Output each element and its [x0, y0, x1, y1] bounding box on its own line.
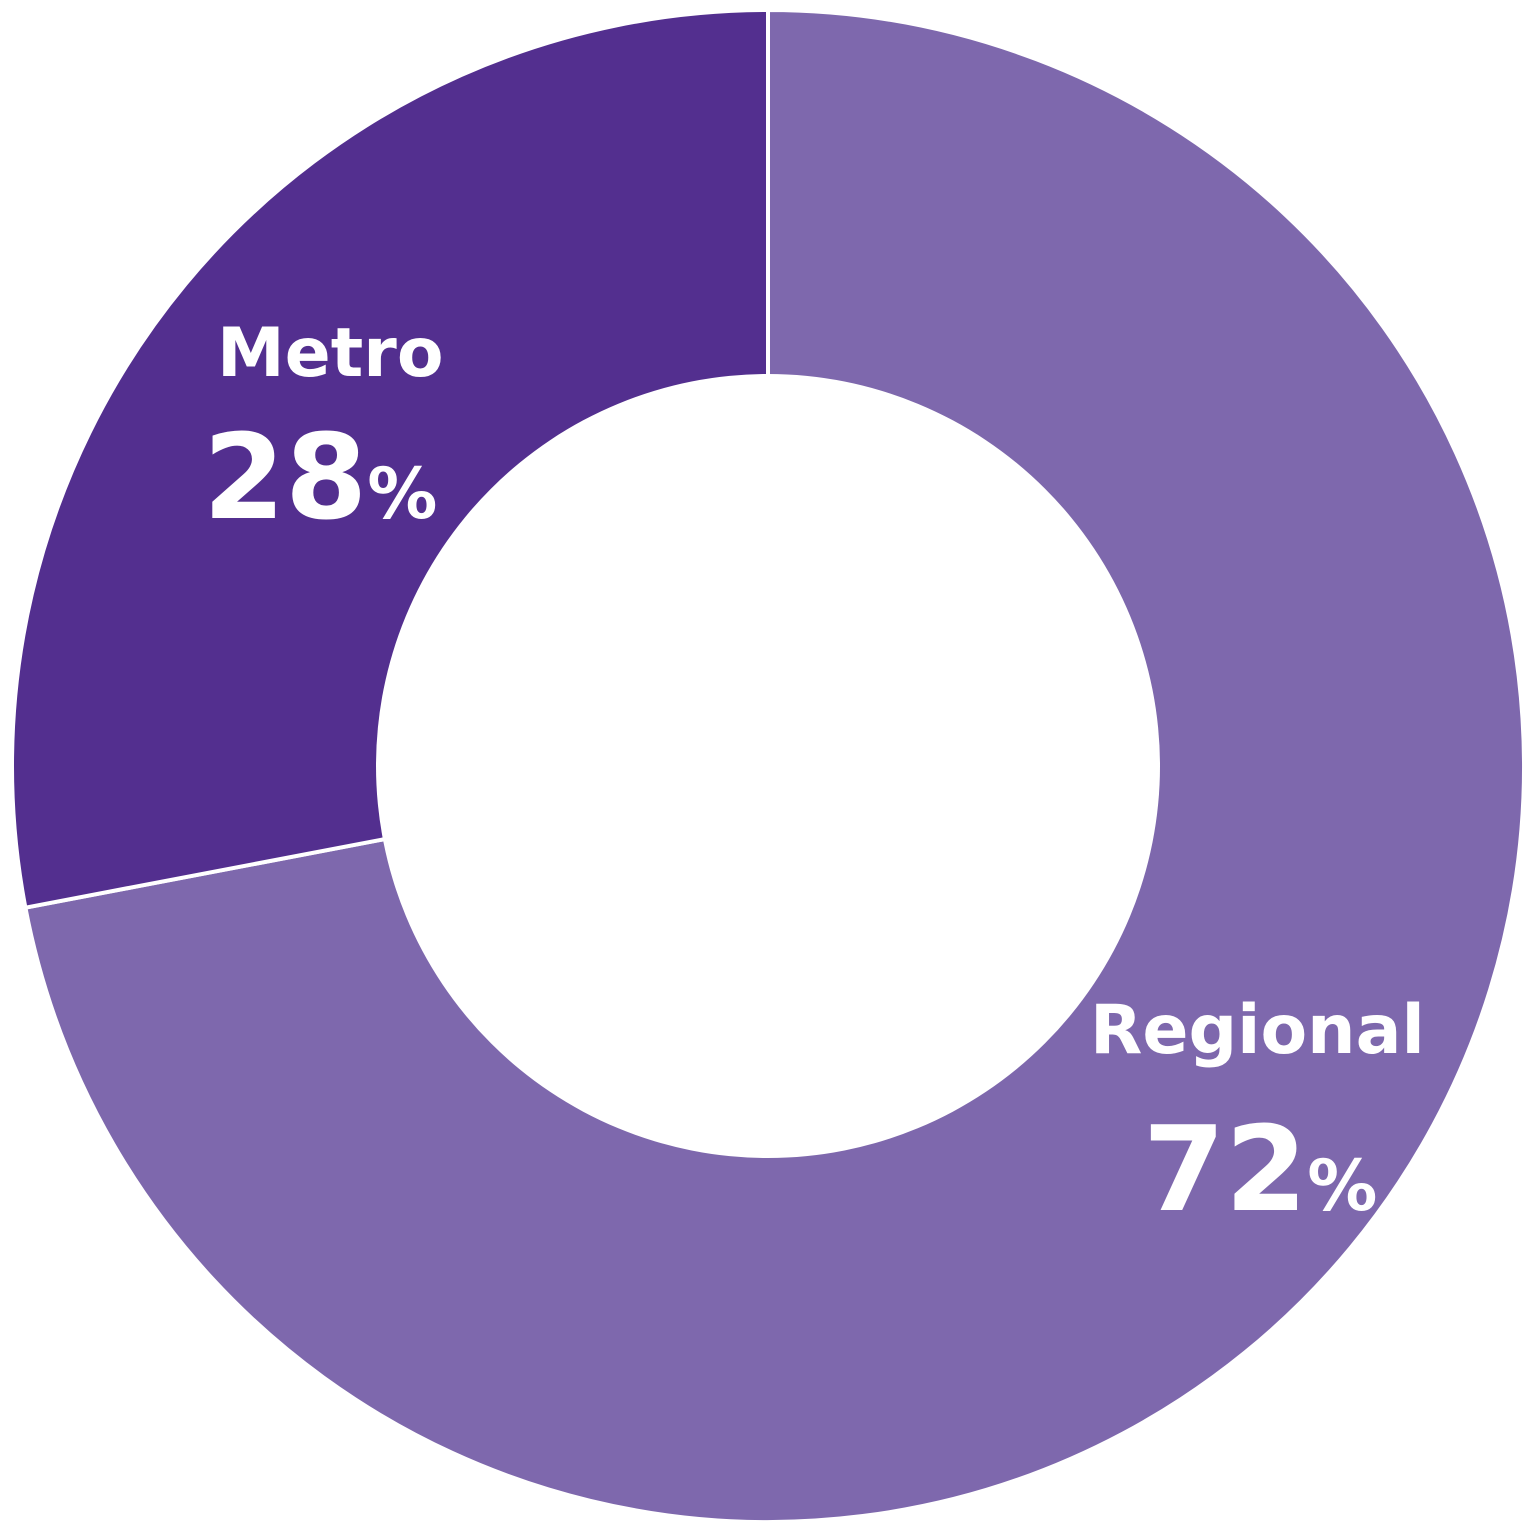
slice-value-number-regional: 72: [1143, 1100, 1307, 1238]
slice-value-unit-regional: %: [1307, 1145, 1377, 1227]
slice-value-regional: 72%: [1143, 1100, 1377, 1238]
slice-value-unit-metro: %: [367, 453, 437, 535]
label-group-metro: Metro 28%: [203, 314, 444, 546]
slice-value-number-metro: 28: [203, 408, 367, 546]
label-group-regional: Regional 72%: [1090, 991, 1425, 1238]
slice-label-metro: Metro: [217, 314, 444, 393]
slice-value-metro: 28%: [203, 408, 437, 546]
slice-label-regional: Regional: [1090, 991, 1425, 1070]
donut-hole: [376, 374, 1160, 1158]
